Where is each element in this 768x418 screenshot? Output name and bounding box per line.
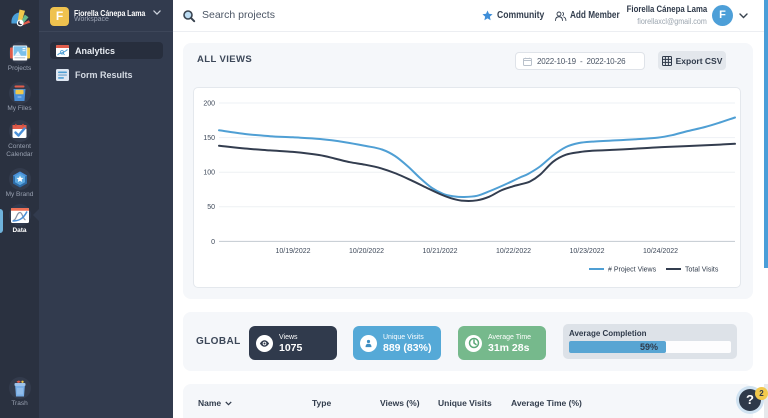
svg-text:0: 0 (211, 239, 215, 246)
svg-text:10/21/2022: 10/21/2022 (422, 248, 457, 255)
svg-text:# Project Views: # Project Views (608, 267, 657, 274)
svg-text:50: 50 (207, 204, 215, 211)
svg-text:10/19/2022: 10/19/2022 (275, 248, 310, 255)
svg-text:10/20/2022: 10/20/2022 (349, 248, 384, 255)
svg-text:Total Visits: Total Visits (685, 267, 719, 274)
svg-text:100: 100 (203, 170, 215, 177)
svg-text:200: 200 (203, 101, 215, 108)
svg-text:150: 150 (203, 135, 215, 142)
svg-text:10/24/2022: 10/24/2022 (643, 248, 678, 255)
svg-text:10/22/2022: 10/22/2022 (496, 248, 531, 255)
svg-text:10/23/2022: 10/23/2022 (569, 248, 604, 255)
